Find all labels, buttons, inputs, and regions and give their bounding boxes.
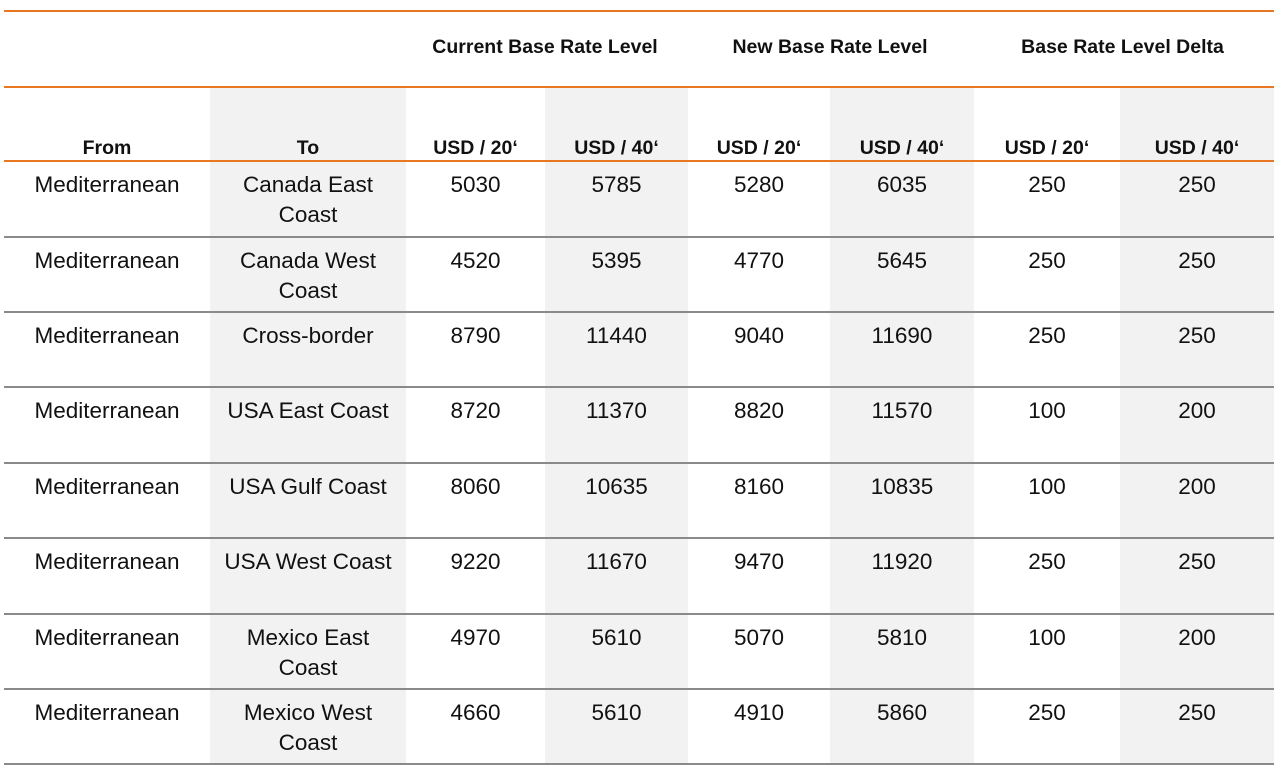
cell-from: Mediterranean [34, 248, 180, 273]
cell-delta-20: 100 [1028, 474, 1066, 499]
cell-from: Mediterranean [34, 474, 180, 499]
cell-delta-40: 250 [1178, 549, 1216, 574]
cell-current-20: 4970 [450, 625, 501, 650]
group-header-rule [4, 86, 1274, 88]
column-header-current-40: USD / 40‘ [574, 137, 659, 159]
cell-from: Mediterranean [34, 398, 180, 423]
cell-delta-20: 250 [1028, 700, 1066, 725]
row-divider [4, 688, 1274, 690]
cell-current-20: 8060 [450, 474, 501, 499]
cell-new-40: 11690 [871, 323, 933, 348]
row-divider [4, 236, 1274, 238]
cell-new-40: 5860 [876, 700, 928, 725]
cell-delta-40: 250 [1178, 248, 1216, 273]
cell-current-20: 9220 [450, 549, 501, 574]
cell-current-20: 4520 [450, 248, 501, 273]
cell-to: Canada West Coast [240, 248, 376, 303]
cell-delta-40: 200 [1178, 474, 1216, 499]
row-divider [4, 613, 1274, 615]
row-divider [4, 763, 1274, 765]
cell-delta-20: 250 [1028, 248, 1066, 273]
top-rule [4, 10, 1274, 12]
cell-current-20: 8790 [450, 323, 501, 348]
cell-new-40: 11570 [871, 398, 933, 423]
cell-delta-20: 250 [1028, 172, 1066, 197]
cell-new-20: 8820 [733, 398, 785, 423]
new-40-column-shade [830, 88, 974, 764]
column-header-delta-40: USD / 40‘ [1154, 137, 1240, 159]
group-header-delta: Base Rate Level Delta [1021, 36, 1224, 58]
cell-delta-20: 100 [1028, 398, 1066, 423]
cell-current-20: 8720 [450, 398, 501, 423]
cell-to: Mexico West Coast [243, 700, 373, 755]
row-divider [4, 311, 1274, 313]
cell-from: Mediterranean [34, 700, 180, 725]
cell-new-20: 9470 [733, 549, 785, 574]
column-header-rule [4, 160, 1274, 162]
cell-new-20: 4770 [733, 248, 785, 273]
cell-new-40: 5645 [876, 248, 928, 273]
cell-current-40: 10635 [585, 474, 648, 499]
row-divider [4, 537, 1274, 539]
cell-from: Mediterranean [34, 549, 180, 574]
cell-current-40: 5785 [591, 172, 642, 197]
cell-delta-20: 100 [1028, 625, 1066, 650]
cell-new-40: 5810 [876, 625, 928, 650]
cell-to: Mexico East Coast [246, 625, 370, 680]
cell-new-20: 5280 [733, 172, 785, 197]
row-divider [4, 386, 1274, 388]
cell-current-40: 5610 [591, 700, 642, 725]
column-header-to: To [296, 137, 320, 159]
cell-from: Mediterranean [34, 172, 180, 197]
cell-new-20: 4910 [733, 700, 785, 725]
column-header-new-20: USD / 20‘ [716, 137, 802, 159]
cell-new-20: 5070 [733, 625, 785, 650]
column-header-delta-20: USD / 20‘ [1004, 137, 1090, 159]
cell-to: USA Gulf Coast [229, 474, 387, 499]
row-divider [4, 462, 1274, 464]
cell-current-20: 4660 [450, 700, 501, 725]
group-header-current: Current Base Rate Level [432, 36, 658, 58]
cell-to: USA West Coast [224, 549, 392, 574]
cell-delta-40: 250 [1178, 700, 1216, 725]
cell-from: Mediterranean [34, 625, 180, 650]
cell-to: Canada East Coast [242, 172, 374, 227]
cell-delta-20: 250 [1028, 549, 1066, 574]
cell-current-40: 11670 [586, 549, 647, 574]
cell-delta-40: 250 [1178, 172, 1216, 197]
cell-to: Cross-border [242, 323, 374, 348]
cell-new-20: 8160 [733, 474, 785, 499]
delta-40-column-shade [1120, 88, 1274, 764]
column-header-current-20: USD / 20‘ [433, 137, 518, 159]
cell-current-40: 11440 [586, 323, 647, 348]
cell-delta-40: 200 [1178, 625, 1216, 650]
cell-from: Mediterranean [34, 323, 180, 348]
cell-current-20: 5030 [450, 172, 501, 197]
cell-to: USA East Coast [227, 398, 389, 423]
cell-new-40: 10835 [870, 474, 934, 499]
column-header-new-40: USD / 40‘ [859, 137, 945, 159]
cell-new-40: 11920 [871, 549, 933, 574]
cell-delta-40: 200 [1178, 398, 1216, 423]
cell-new-20: 9040 [733, 323, 785, 348]
column-header-from: From [82, 137, 132, 159]
cell-new-40: 6035 [876, 172, 928, 197]
cell-current-40: 5395 [591, 248, 642, 273]
cell-current-40: 5610 [591, 625, 642, 650]
cell-delta-40: 250 [1178, 323, 1216, 348]
cell-delta-20: 250 [1028, 323, 1066, 348]
group-header-new: New Base Rate Level [732, 36, 928, 58]
rate-table: Current Base Rate Level New Base Rate Le… [4, 0, 1274, 772]
to-column-shade [210, 88, 406, 764]
current-40-column-shade [545, 88, 688, 764]
cell-current-40: 11370 [586, 398, 647, 423]
